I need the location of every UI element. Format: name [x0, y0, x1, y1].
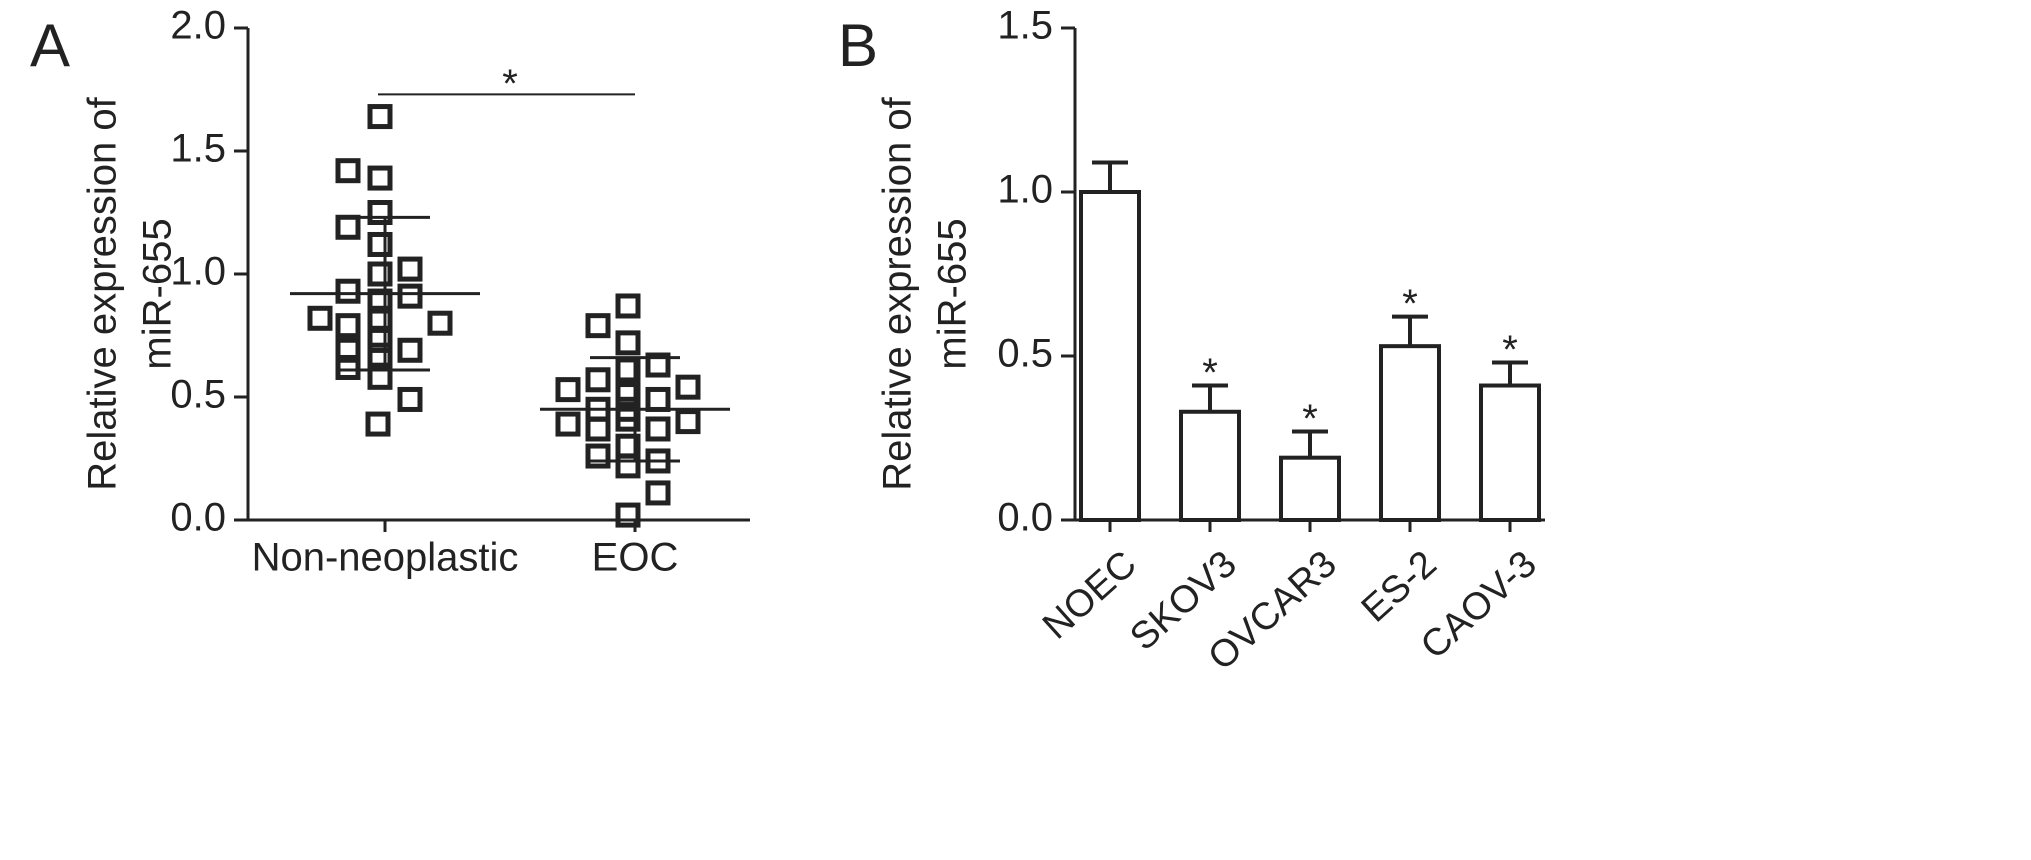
data-point	[335, 354, 361, 380]
y-axis-title: Relative expression of	[876, 96, 920, 490]
data-point	[367, 104, 393, 130]
data-point	[675, 409, 701, 435]
y-axis-title: miR-655	[136, 218, 180, 369]
bar	[1179, 409, 1241, 523]
data-point	[615, 453, 641, 479]
data-point	[367, 261, 393, 287]
panel-letter: A	[30, 12, 70, 79]
y-axis-title: Relative expression of	[81, 96, 125, 490]
data-point	[645, 480, 671, 506]
data-point	[335, 313, 361, 339]
significance-label: *	[502, 62, 518, 106]
data-point	[397, 256, 423, 282]
y-tick-label: 1.5	[997, 4, 1053, 48]
data-point	[307, 305, 333, 331]
data-point	[585, 443, 611, 469]
y-tick-label: 0.5	[997, 332, 1053, 376]
data-point	[335, 214, 361, 240]
bar	[1479, 383, 1541, 522]
data-point	[365, 411, 391, 437]
data-point	[555, 411, 581, 437]
data-point	[335, 158, 361, 184]
data-point	[367, 364, 393, 390]
significance-label: *	[1402, 282, 1418, 326]
data-point	[427, 310, 453, 336]
data-point	[367, 165, 393, 191]
data-point	[335, 278, 361, 304]
data-point	[645, 386, 671, 412]
bar	[1379, 344, 1441, 522]
data-point	[555, 377, 581, 403]
y-tick-label: 1.0	[170, 250, 226, 294]
data-point	[367, 200, 393, 225]
data-point	[367, 288, 393, 314]
data-point	[615, 502, 641, 528]
data-point	[367, 327, 393, 353]
y-tick-label: 0.0	[997, 496, 1053, 540]
significance-label: *	[1502, 328, 1518, 372]
data-point	[615, 357, 641, 383]
significance-label: *	[1302, 397, 1318, 441]
data-point	[397, 283, 423, 309]
y-tick-label: 2.0	[170, 4, 226, 48]
data-point	[615, 293, 641, 319]
data-point	[367, 231, 393, 257]
x-tick-label: EOC	[592, 536, 679, 580]
data-point	[585, 313, 611, 339]
y-tick-label: 0.5	[170, 373, 226, 417]
data-point	[615, 382, 641, 408]
x-tick-label: Non-neoplastic	[252, 536, 519, 580]
y-tick-label: 0.0	[170, 496, 226, 540]
panel-letter: B	[838, 12, 878, 79]
significance-label: *	[1202, 351, 1218, 395]
data-point	[675, 374, 701, 400]
data-point	[615, 330, 641, 356]
data-point	[645, 416, 671, 442]
data-point	[585, 416, 611, 442]
data-point	[397, 386, 423, 412]
y-axis-title: miR-655	[931, 218, 975, 369]
y-tick-label: 1.0	[997, 168, 1053, 212]
data-point	[397, 337, 423, 363]
bar	[1279, 455, 1341, 522]
y-tick-label: 1.5	[170, 127, 226, 171]
data-point	[585, 367, 611, 393]
data-point	[645, 352, 671, 378]
data-point	[335, 337, 361, 363]
x-tick-label: ES-2	[1354, 543, 1445, 631]
bar	[1079, 190, 1141, 522]
